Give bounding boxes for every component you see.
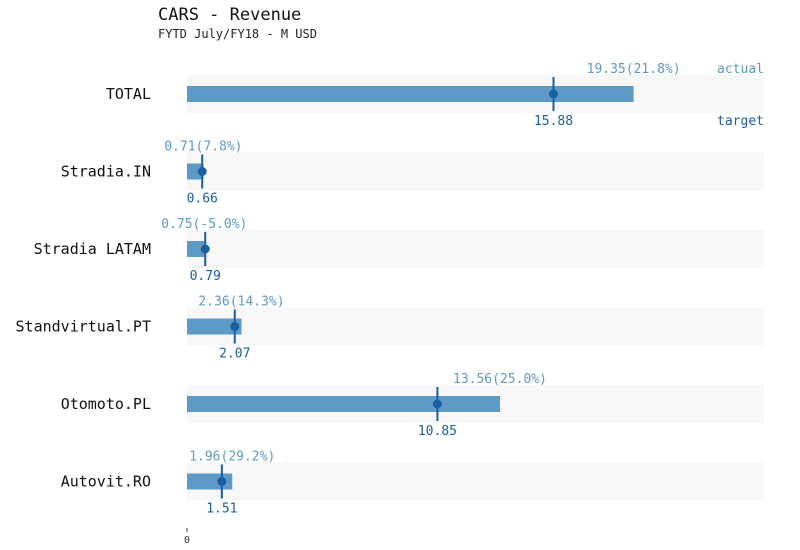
category-label: Otomoto.PL bbox=[61, 395, 151, 413]
actual-bar bbox=[187, 318, 242, 335]
bullet-row: Otomoto.PL 13.56(25.0%) 10.85 bbox=[61, 372, 764, 439]
x-tick-label: 0 bbox=[184, 535, 190, 546]
bullet-row: Stradia.IN 0.71(7.8%) 0.66 bbox=[61, 140, 764, 207]
bullet-row: Autovit.RO 1.96(29.2%) 1.51 bbox=[61, 450, 764, 517]
target-dot bbox=[432, 399, 442, 409]
actual-value-label: 19.35(21.8%) bbox=[587, 62, 681, 77]
target-dot bbox=[230, 322, 240, 331]
category-label: Standvirtual.PT bbox=[16, 318, 151, 336]
background-band bbox=[187, 230, 764, 268]
category-label: Autovit.RO bbox=[61, 473, 151, 491]
bullet-row: TOTAL 19.35(21.8%) 15.88 actual target bbox=[106, 62, 764, 129]
x-axis: 0 bbox=[184, 528, 190, 546]
background-band bbox=[187, 462, 764, 501]
actual-bar bbox=[187, 241, 205, 257]
background-band bbox=[187, 152, 764, 191]
target-value-label: 10.85 bbox=[418, 424, 457, 439]
target-dot bbox=[549, 89, 559, 99]
target-value-label: 2.07 bbox=[219, 347, 250, 362]
target-dot bbox=[197, 167, 207, 176]
chart-rows: TOTAL 19.35(21.8%) 15.88 actual target Stradi… bbox=[16, 62, 764, 517]
actual-bar bbox=[187, 86, 634, 102]
actual-value-label: 0.71(7.8%) bbox=[164, 140, 242, 155]
actual-value-label: 0.75(-5.0%) bbox=[161, 217, 247, 232]
actual-value-label: 2.36(14.3%) bbox=[198, 295, 284, 310]
category-label: Stradia LATAM bbox=[34, 240, 151, 258]
actual-bar bbox=[187, 396, 500, 412]
target-dot bbox=[200, 244, 210, 254]
background-band bbox=[187, 307, 764, 346]
target-value-label: 0.66 bbox=[187, 192, 218, 207]
actual-value-label: 1.96(29.2%) bbox=[189, 450, 275, 465]
actual-value-label: 13.56(25.0%) bbox=[453, 372, 547, 387]
legend-actual: actual bbox=[717, 62, 764, 77]
chart-subtitle: FYTD July/FY18 - M USD bbox=[158, 27, 317, 41]
category-label: Stradia.IN bbox=[61, 163, 151, 181]
category-label: TOTAL bbox=[106, 85, 151, 103]
target-dot bbox=[217, 477, 227, 486]
target-value-label: 1.51 bbox=[206, 502, 237, 517]
target-value-label: 0.79 bbox=[190, 269, 221, 284]
legend-target: target bbox=[717, 114, 764, 129]
target-value-label: 15.88 bbox=[534, 114, 573, 129]
bullet-row: Stradia LATAM 0.75(-5.0%) 0.79 bbox=[34, 217, 764, 284]
chart-title: CARS - Revenue bbox=[158, 5, 301, 25]
bullet-row: Standvirtual.PT 2.36(14.3%) 2.07 bbox=[16, 295, 764, 362]
actual-bar bbox=[187, 163, 204, 180]
